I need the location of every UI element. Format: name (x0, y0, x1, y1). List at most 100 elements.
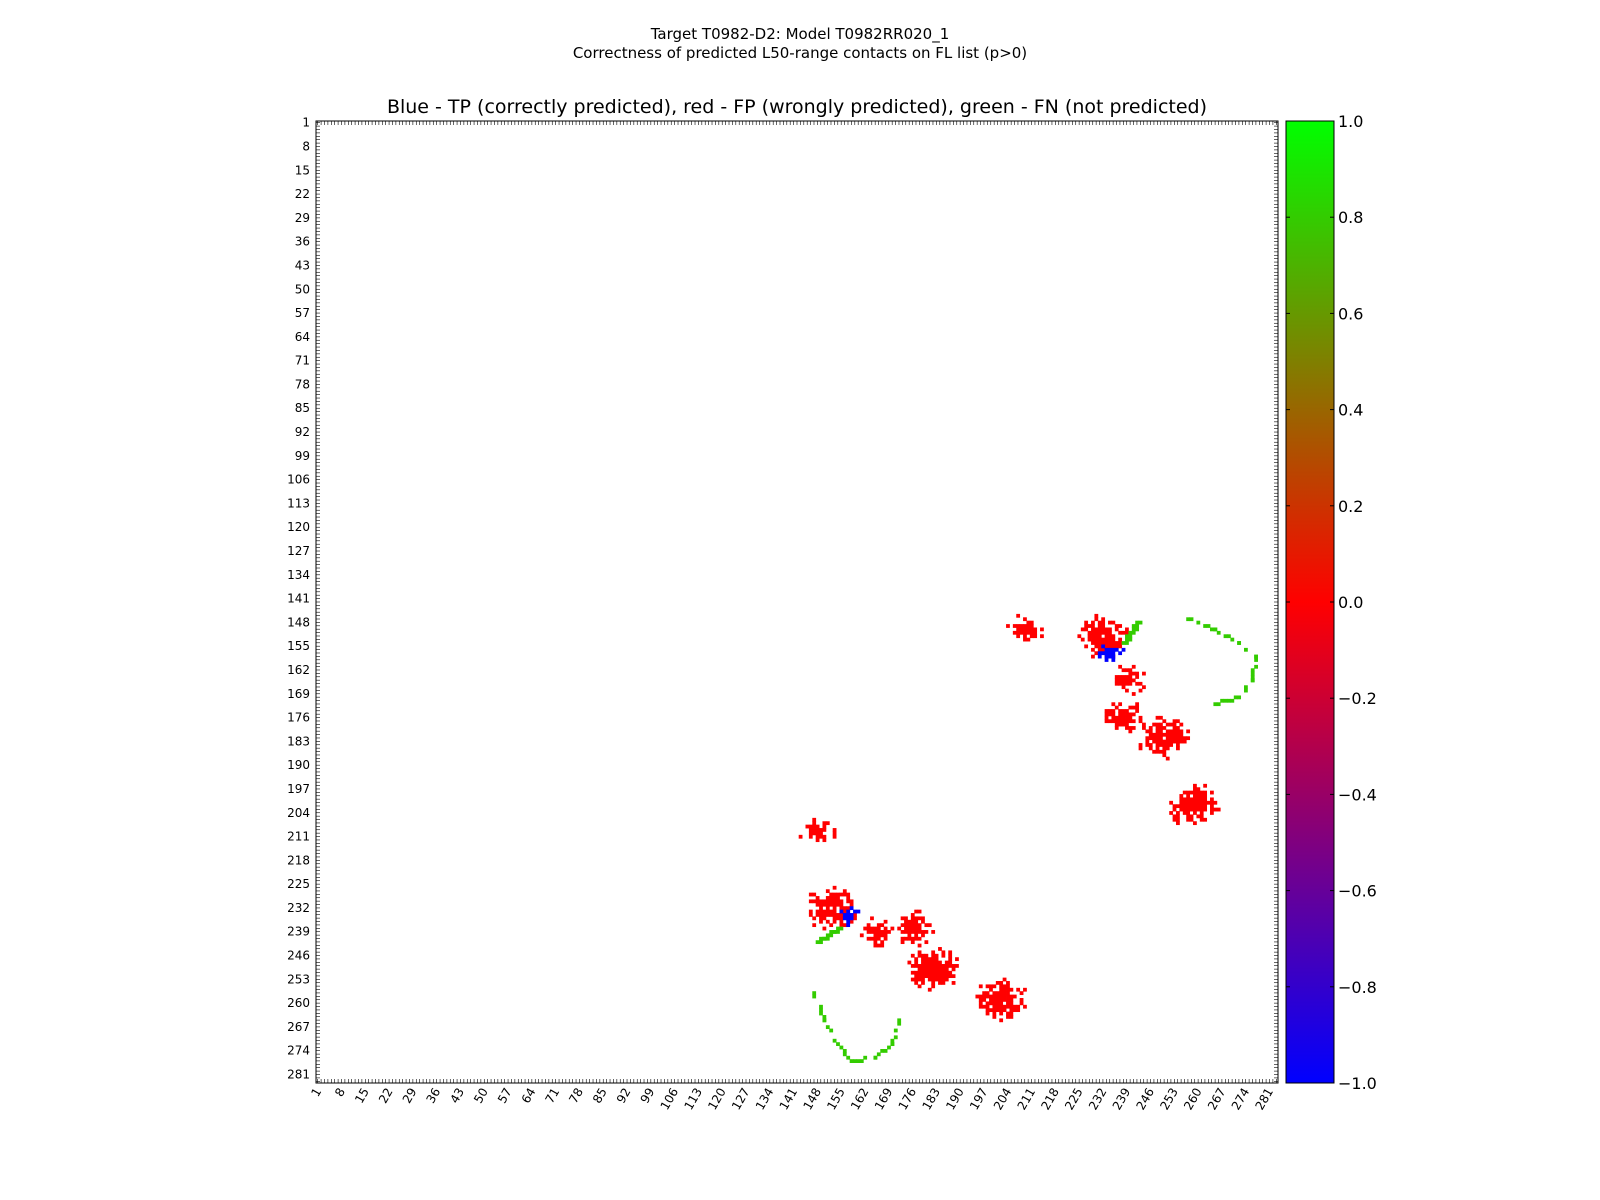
fp-contact-cell (1189, 790, 1194, 795)
fp-contact-cell (1033, 634, 1038, 639)
fp-contact-cell (924, 967, 929, 972)
fn-contact-cell (1128, 630, 1133, 635)
fp-contact-cell (1006, 998, 1010, 1002)
fp-contact-cell (1125, 627, 1129, 632)
fp-contact-cell (1203, 807, 1208, 812)
fp-contact-cell (1189, 807, 1194, 812)
fp-contact-cell (836, 896, 840, 900)
fp-contact-cell (825, 899, 830, 904)
fp-contact-cell (1091, 630, 1095, 635)
fp-contact-cell (829, 923, 834, 928)
fp-contact-cell (832, 892, 837, 897)
fp-contact-cell (822, 838, 827, 843)
fn-contact-cell (893, 1028, 898, 1033)
fp-contact-cell (1131, 719, 1136, 724)
fp-contact-cell (1128, 671, 1133, 676)
fp-contact-cell (989, 998, 993, 1002)
fn-contact-cell (815, 940, 820, 945)
fp-contact-cell (1148, 746, 1153, 751)
fp-contact-cell (951, 964, 956, 968)
fp-contact-cell (1159, 732, 1163, 737)
x-tick-label: 204 (991, 1086, 1015, 1113)
fp-contact-cell (982, 994, 987, 999)
suptitle-line-1: Target T0982-D2: Model T0982RR020_1 (650, 25, 950, 44)
fn-contact-cell (1203, 624, 1208, 628)
fn-contact-cell (822, 1015, 827, 1019)
fp-contact-cell (955, 964, 959, 968)
x-tick-label: 148 (800, 1086, 824, 1113)
fp-contact-cell (1108, 719, 1112, 724)
fp-contact-cell (1152, 739, 1157, 744)
fn-contact-cell (849, 1059, 854, 1063)
fp-contact-cell (1176, 814, 1180, 819)
fp-contact-cell (1159, 729, 1163, 734)
fp-contact-cell (1179, 729, 1184, 734)
fp-contact-cell (873, 940, 878, 945)
fp-contact-cell (1199, 807, 1204, 812)
fp-contact-cell (1128, 715, 1133, 720)
fp-contact-cell (934, 967, 939, 972)
fp-contact-cell (1210, 807, 1214, 812)
fp-contact-cell (1101, 641, 1106, 645)
fp-contact-cell (948, 974, 953, 979)
y-tick-label: 183 (287, 734, 310, 748)
fp-contact-cell (1162, 746, 1167, 751)
tp-contact-cell (1111, 647, 1116, 652)
fp-contact-cell (1148, 743, 1153, 747)
fn-contact-cell (897, 1021, 902, 1026)
fp-contact-cell (978, 1001, 983, 1006)
fp-contact-cell (805, 824, 810, 829)
fp-contact-cell (1108, 637, 1112, 642)
fp-contact-cell (924, 953, 929, 958)
fp-contact-cell (917, 923, 922, 928)
fp-contact-cell (819, 909, 823, 914)
fp-contact-cell (1199, 804, 1204, 809)
fp-contact-cell (822, 899, 827, 904)
fp-contact-cell (921, 960, 925, 965)
fp-contact-cell (921, 919, 925, 924)
fp-contact-cell (934, 977, 939, 982)
fn-contact-cell (1216, 630, 1221, 635)
fp-contact-cell (917, 950, 922, 955)
fp-contact-cell (1176, 746, 1180, 751)
fp-contact-cell (989, 1001, 993, 1006)
fp-contact-cell (1101, 627, 1106, 632)
fn-contact-cell (836, 1042, 840, 1047)
fp-contact-cell (1182, 800, 1187, 805)
x-tick-label: 176 (896, 1086, 920, 1113)
fn-contact-cell (1138, 620, 1143, 625)
fp-contact-cell (1142, 726, 1146, 730)
fp-contact-cell (931, 957, 936, 962)
fp-contact-cell (921, 970, 925, 975)
fp-contact-cell (1097, 641, 1102, 645)
fp-contact-cell (1179, 804, 1184, 809)
fn-contact-cell (897, 1018, 902, 1023)
fp-contact-cell (985, 1011, 990, 1016)
fp-contact-cell (876, 943, 881, 948)
fp-contact-cell (1114, 644, 1119, 649)
fp-contact-cell (853, 916, 857, 921)
fn-contact-cell (1250, 668, 1255, 673)
fp-contact-cell (1108, 709, 1112, 713)
y-tick-label: 71 (295, 354, 310, 368)
fp-contact-cell (910, 926, 915, 931)
y-tick-label: 43 (295, 259, 310, 273)
fp-contact-cell (914, 957, 919, 962)
fn-contact-cell (890, 1038, 895, 1043)
fp-contact-cell (815, 902, 820, 907)
fp-contact-cell (1114, 705, 1119, 710)
fp-contact-cell (1121, 668, 1126, 673)
fp-contact-cell (931, 964, 936, 968)
fp-contact-cell (1165, 756, 1170, 761)
colorbar-ticks: 1.0 0.8 0.6 0.4 0.2 0.0 −0.2 −0.4 −0.6 −0.8 −1.0 (1286, 112, 1377, 1093)
y-tick-label: 8 (302, 140, 310, 154)
fp-contact-cell (1196, 807, 1201, 812)
fp-contact-cell (921, 964, 925, 968)
fp-contact-cell (934, 964, 939, 968)
fp-contact-cell (1152, 722, 1157, 727)
y-tick-label: 281 (287, 1068, 310, 1082)
fp-contact-cell (883, 919, 888, 924)
fp-contact-cell (832, 828, 837, 832)
fp-contact-cell (839, 892, 844, 897)
fp-contact-cell (1118, 637, 1123, 642)
